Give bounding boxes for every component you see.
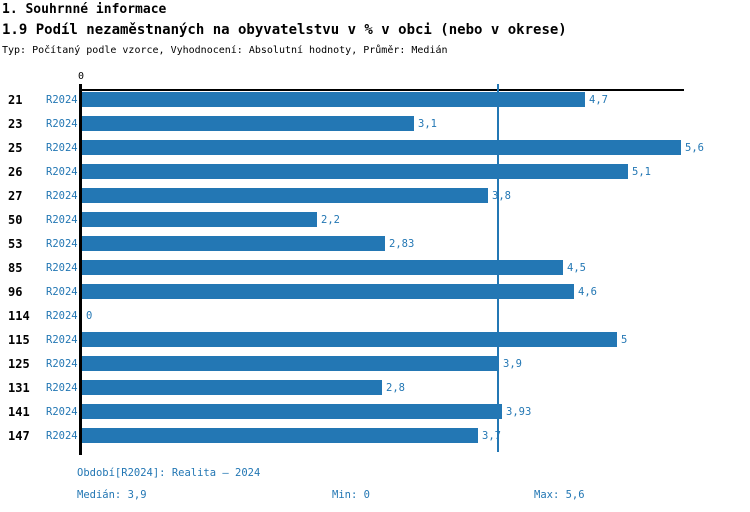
bar-value-label: 3,9 — [503, 358, 522, 370]
chart-subtitle: Typ: Počítaný podle vzorce, Vyhodnocení:… — [2, 45, 448, 56]
row-category-label: 25 — [8, 141, 23, 155]
bar-chart: 0 21 R2024 4,7 23 R2024 3,1 25 R2024 5,6 26 R2024 5… — [0, 71, 750, 455]
chart-row: 147 R2024 3,7 — [0, 424, 750, 448]
chart-row: 27 R2024 3,8 — [0, 184, 750, 208]
row-series-label: R2024 — [46, 334, 78, 346]
bar-value-label: 4,5 — [567, 262, 586, 274]
x-axis-line — [79, 89, 684, 91]
bar — [82, 428, 478, 443]
bar — [82, 164, 628, 179]
row-category-label: 131 — [8, 381, 30, 395]
row-category-label: 125 — [8, 357, 30, 371]
section-title: 1. Souhrnné informace — [2, 2, 167, 17]
bar-value-label: 3,8 — [492, 190, 511, 202]
row-series-label: R2024 — [46, 214, 78, 226]
bar-value-label: 2,2 — [321, 214, 340, 226]
row-category-label: 27 — [8, 189, 23, 203]
row-category-label: 23 — [8, 117, 23, 131]
bar — [82, 140, 681, 155]
x-axis-zero-tick-label: 0 — [77, 71, 85, 82]
bar — [82, 380, 382, 395]
row-series-label: R2024 — [46, 190, 78, 202]
bar — [82, 404, 502, 419]
bar-value-label: 5,6 — [685, 142, 704, 154]
row-series-label: R2024 — [46, 94, 78, 106]
bar — [82, 236, 385, 251]
bar-value-label: 3,7 — [482, 430, 501, 442]
row-category-label: 53 — [8, 237, 23, 251]
bar-value-label: 2,83 — [389, 238, 415, 250]
chart-row: 23 R2024 3,1 — [0, 112, 750, 136]
bar-value-label: 5 — [621, 334, 628, 346]
row-category-label: 115 — [8, 333, 30, 347]
chart-row: 25 R2024 5,6 — [0, 136, 750, 160]
chart-row: 21 R2024 4,7 — [0, 88, 750, 112]
bar — [82, 92, 585, 107]
row-series-label: R2024 — [46, 382, 78, 394]
chart-row: 50 R2024 2,2 — [0, 208, 750, 232]
chart-title: 1.9 Podíl nezaměstnaných na obyvatelstvu… — [2, 22, 567, 38]
row-category-label: 50 — [8, 213, 23, 227]
chart-row: 96 R2024 4,6 — [0, 280, 750, 304]
row-series-label: R2024 — [46, 430, 78, 442]
row-series-label: R2024 — [46, 262, 78, 274]
row-category-label: 114 — [8, 309, 30, 323]
bar — [82, 188, 488, 203]
median-stat-label: Medián: 3,9 — [77, 489, 147, 501]
chart-row: 131 R2024 2,8 — [0, 376, 750, 400]
chart-row: 26 R2024 5,1 — [0, 160, 750, 184]
bar — [82, 212, 317, 227]
row-category-label: 141 — [8, 405, 30, 419]
row-series-label: R2024 — [46, 406, 78, 418]
row-category-label: 147 — [8, 429, 30, 443]
bar-value-label: 2,8 — [386, 382, 405, 394]
row-series-label: R2024 — [46, 118, 78, 130]
chart-row: 53 R2024 2,83 — [0, 232, 750, 256]
chart-row: 141 R2024 3,93 — [0, 400, 750, 424]
bar — [82, 116, 414, 131]
chart-row: 114 R2024 0 — [0, 304, 750, 328]
bar — [82, 260, 563, 275]
chart-row: 85 R2024 4,5 — [0, 256, 750, 280]
max-stat-label: Max: 5,6 — [534, 489, 585, 501]
bar-value-label: 4,6 — [578, 286, 597, 298]
row-series-label: R2024 — [46, 238, 78, 250]
bar-value-label: 0 — [86, 310, 93, 322]
bar-value-label: 5,1 — [632, 166, 651, 178]
chart-row: 115 R2024 5 — [0, 328, 750, 352]
bar — [82, 356, 499, 371]
bar — [82, 332, 617, 347]
row-series-label: R2024 — [46, 142, 78, 154]
row-category-label: 96 — [8, 285, 23, 299]
row-category-label: 21 — [8, 93, 23, 107]
row-series-label: R2024 — [46, 166, 78, 178]
period-label: Období[R2024]: Realita – 2024 — [77, 467, 261, 479]
bar-value-label: 4,7 — [589, 94, 608, 106]
row-series-label: R2024 — [46, 358, 78, 370]
y-axis-line — [79, 84, 82, 455]
row-category-label: 85 — [8, 261, 23, 275]
row-series-label: R2024 — [46, 286, 78, 298]
min-stat-label: Min: 0 — [332, 489, 370, 501]
bar-value-label: 3,93 — [506, 406, 532, 418]
row-series-label: R2024 — [46, 310, 78, 322]
bar-value-label: 3,1 — [418, 118, 437, 130]
chart-row: 125 R2024 3,9 — [0, 352, 750, 376]
bar — [82, 284, 574, 299]
row-category-label: 26 — [8, 165, 23, 179]
